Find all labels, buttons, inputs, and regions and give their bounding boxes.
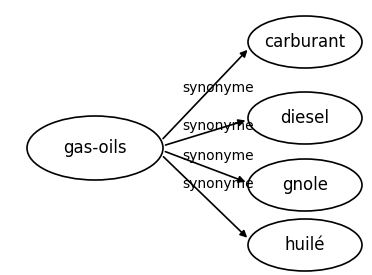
Text: diesel: diesel — [280, 109, 330, 127]
Ellipse shape — [27, 116, 163, 180]
Text: synonyme: synonyme — [182, 119, 254, 133]
Text: gas-oils: gas-oils — [63, 139, 127, 157]
Ellipse shape — [248, 219, 362, 271]
Text: gnole: gnole — [282, 176, 328, 194]
Text: synonyme: synonyme — [182, 81, 254, 95]
Text: huilé: huilé — [285, 236, 325, 254]
Ellipse shape — [248, 16, 362, 68]
Text: synonyme: synonyme — [182, 149, 254, 163]
Ellipse shape — [248, 159, 362, 211]
Text: carburant: carburant — [264, 33, 346, 51]
Text: synonyme: synonyme — [182, 177, 254, 191]
Ellipse shape — [248, 92, 362, 144]
